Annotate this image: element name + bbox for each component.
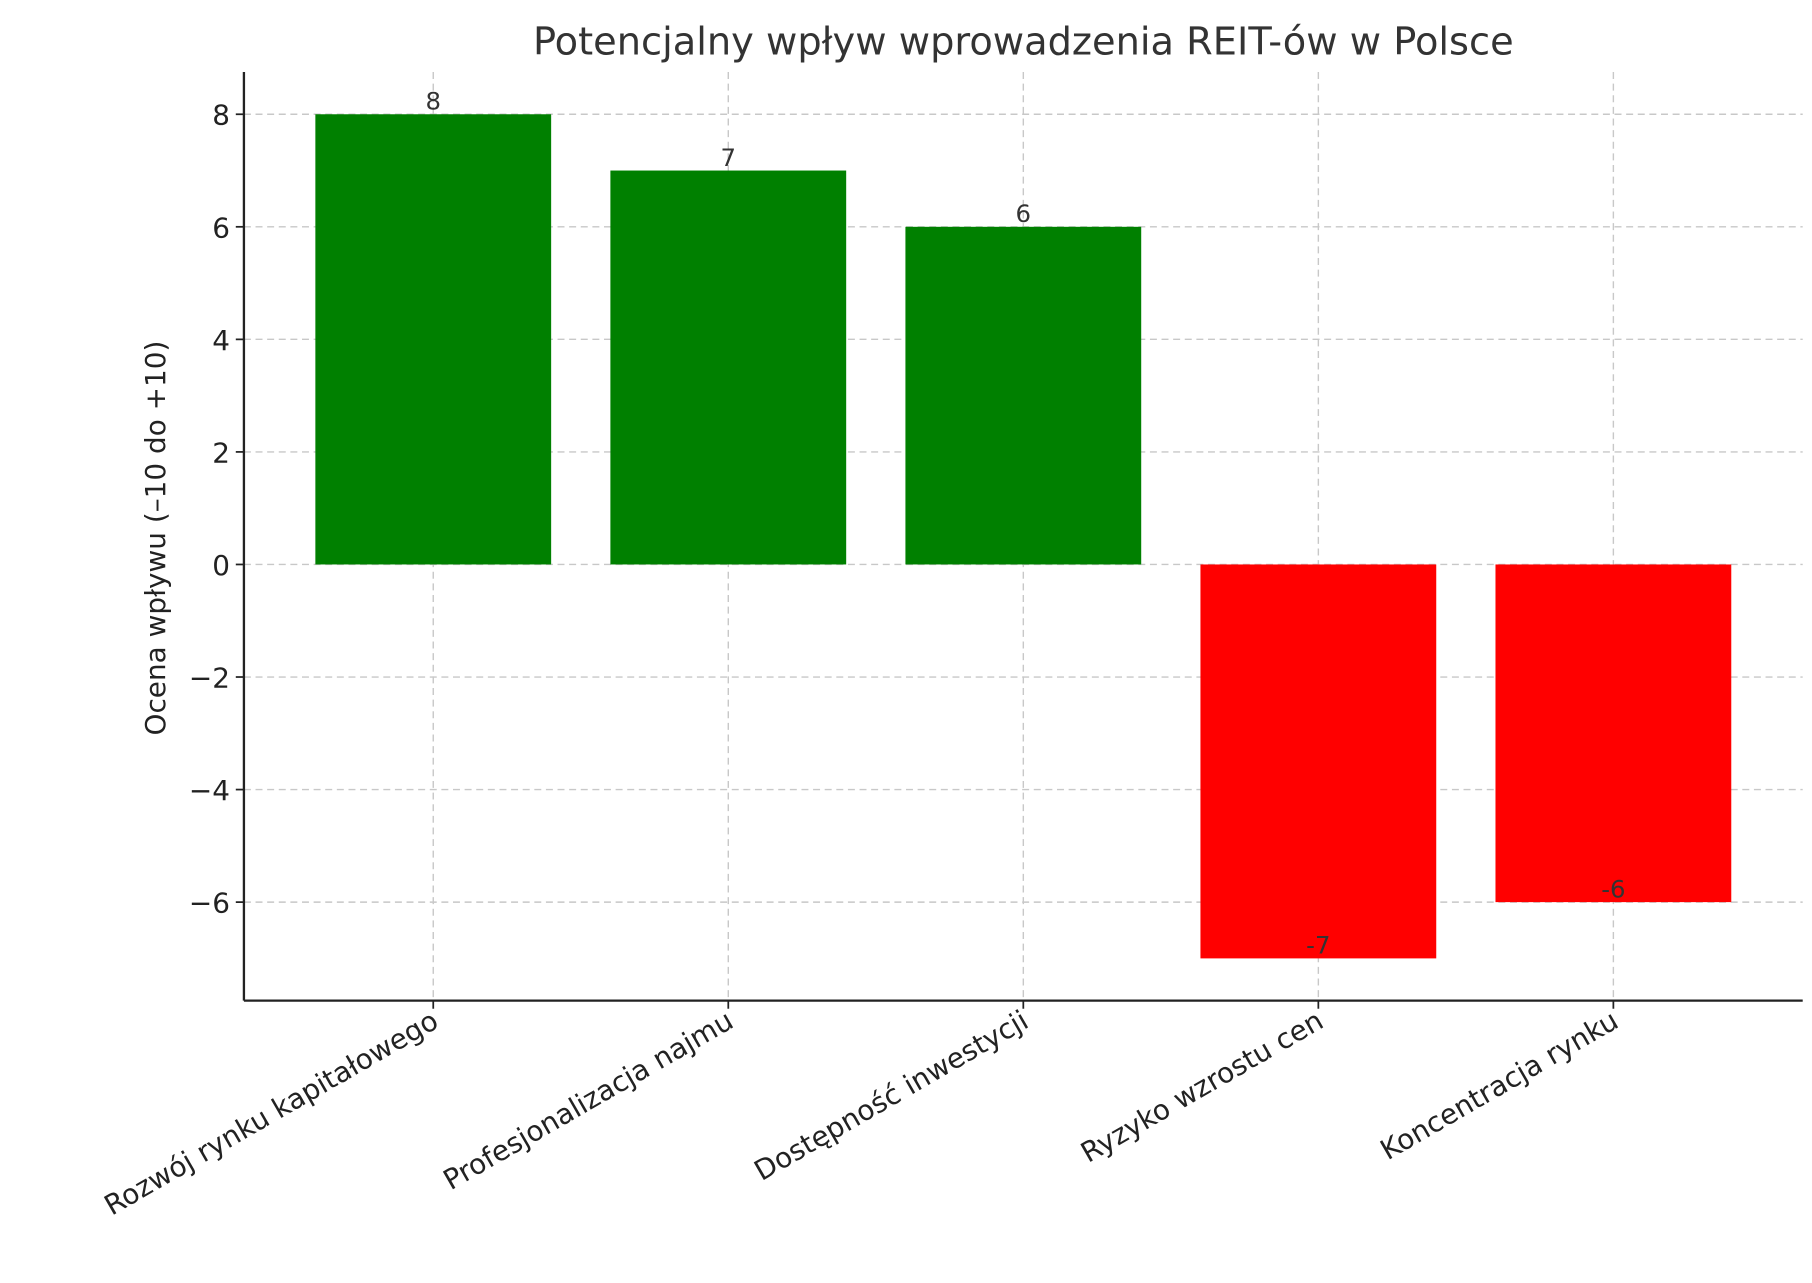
bar xyxy=(315,114,552,565)
x-tick-label: Ryzyko wzrostu cen xyxy=(1075,1004,1329,1170)
data-label: 8 xyxy=(425,87,441,116)
y-tick-label: 2 xyxy=(212,436,230,469)
data-label: 6 xyxy=(1016,199,1032,228)
bar xyxy=(610,170,847,565)
data-label: -7 xyxy=(1306,931,1330,960)
y-tick-label: −4 xyxy=(189,774,230,807)
y-axis-label: Ocena wpływu (–10 do +10) xyxy=(139,341,172,736)
y-tick-label: 4 xyxy=(212,324,230,357)
x-tick-label: Profesjonalizacja najmu xyxy=(438,1004,739,1197)
data-labels: 8 7 6 -7 -6 xyxy=(425,87,1625,960)
bars xyxy=(315,114,1732,959)
x-tick-label: Rozwój rynku kapitałowego xyxy=(99,1004,444,1222)
chart-title: Potencjalny wpływ wprowadzenia REIT-ów w… xyxy=(533,20,1514,65)
y-tick-label: 0 xyxy=(212,549,230,582)
y-tick-label: −6 xyxy=(189,887,230,920)
y-tick-label: 8 xyxy=(212,99,230,132)
x-tick-label: Koncentracja rynku xyxy=(1375,1004,1624,1167)
y-tick-label: −2 xyxy=(189,661,230,694)
bar xyxy=(905,226,1142,565)
data-label: -6 xyxy=(1601,874,1625,903)
x-tick-label: Dostępność inwestycji xyxy=(749,1004,1034,1188)
data-label: 7 xyxy=(721,143,737,172)
bar xyxy=(1200,564,1437,959)
bar xyxy=(1495,564,1732,903)
y-tick-label: 6 xyxy=(212,211,230,244)
